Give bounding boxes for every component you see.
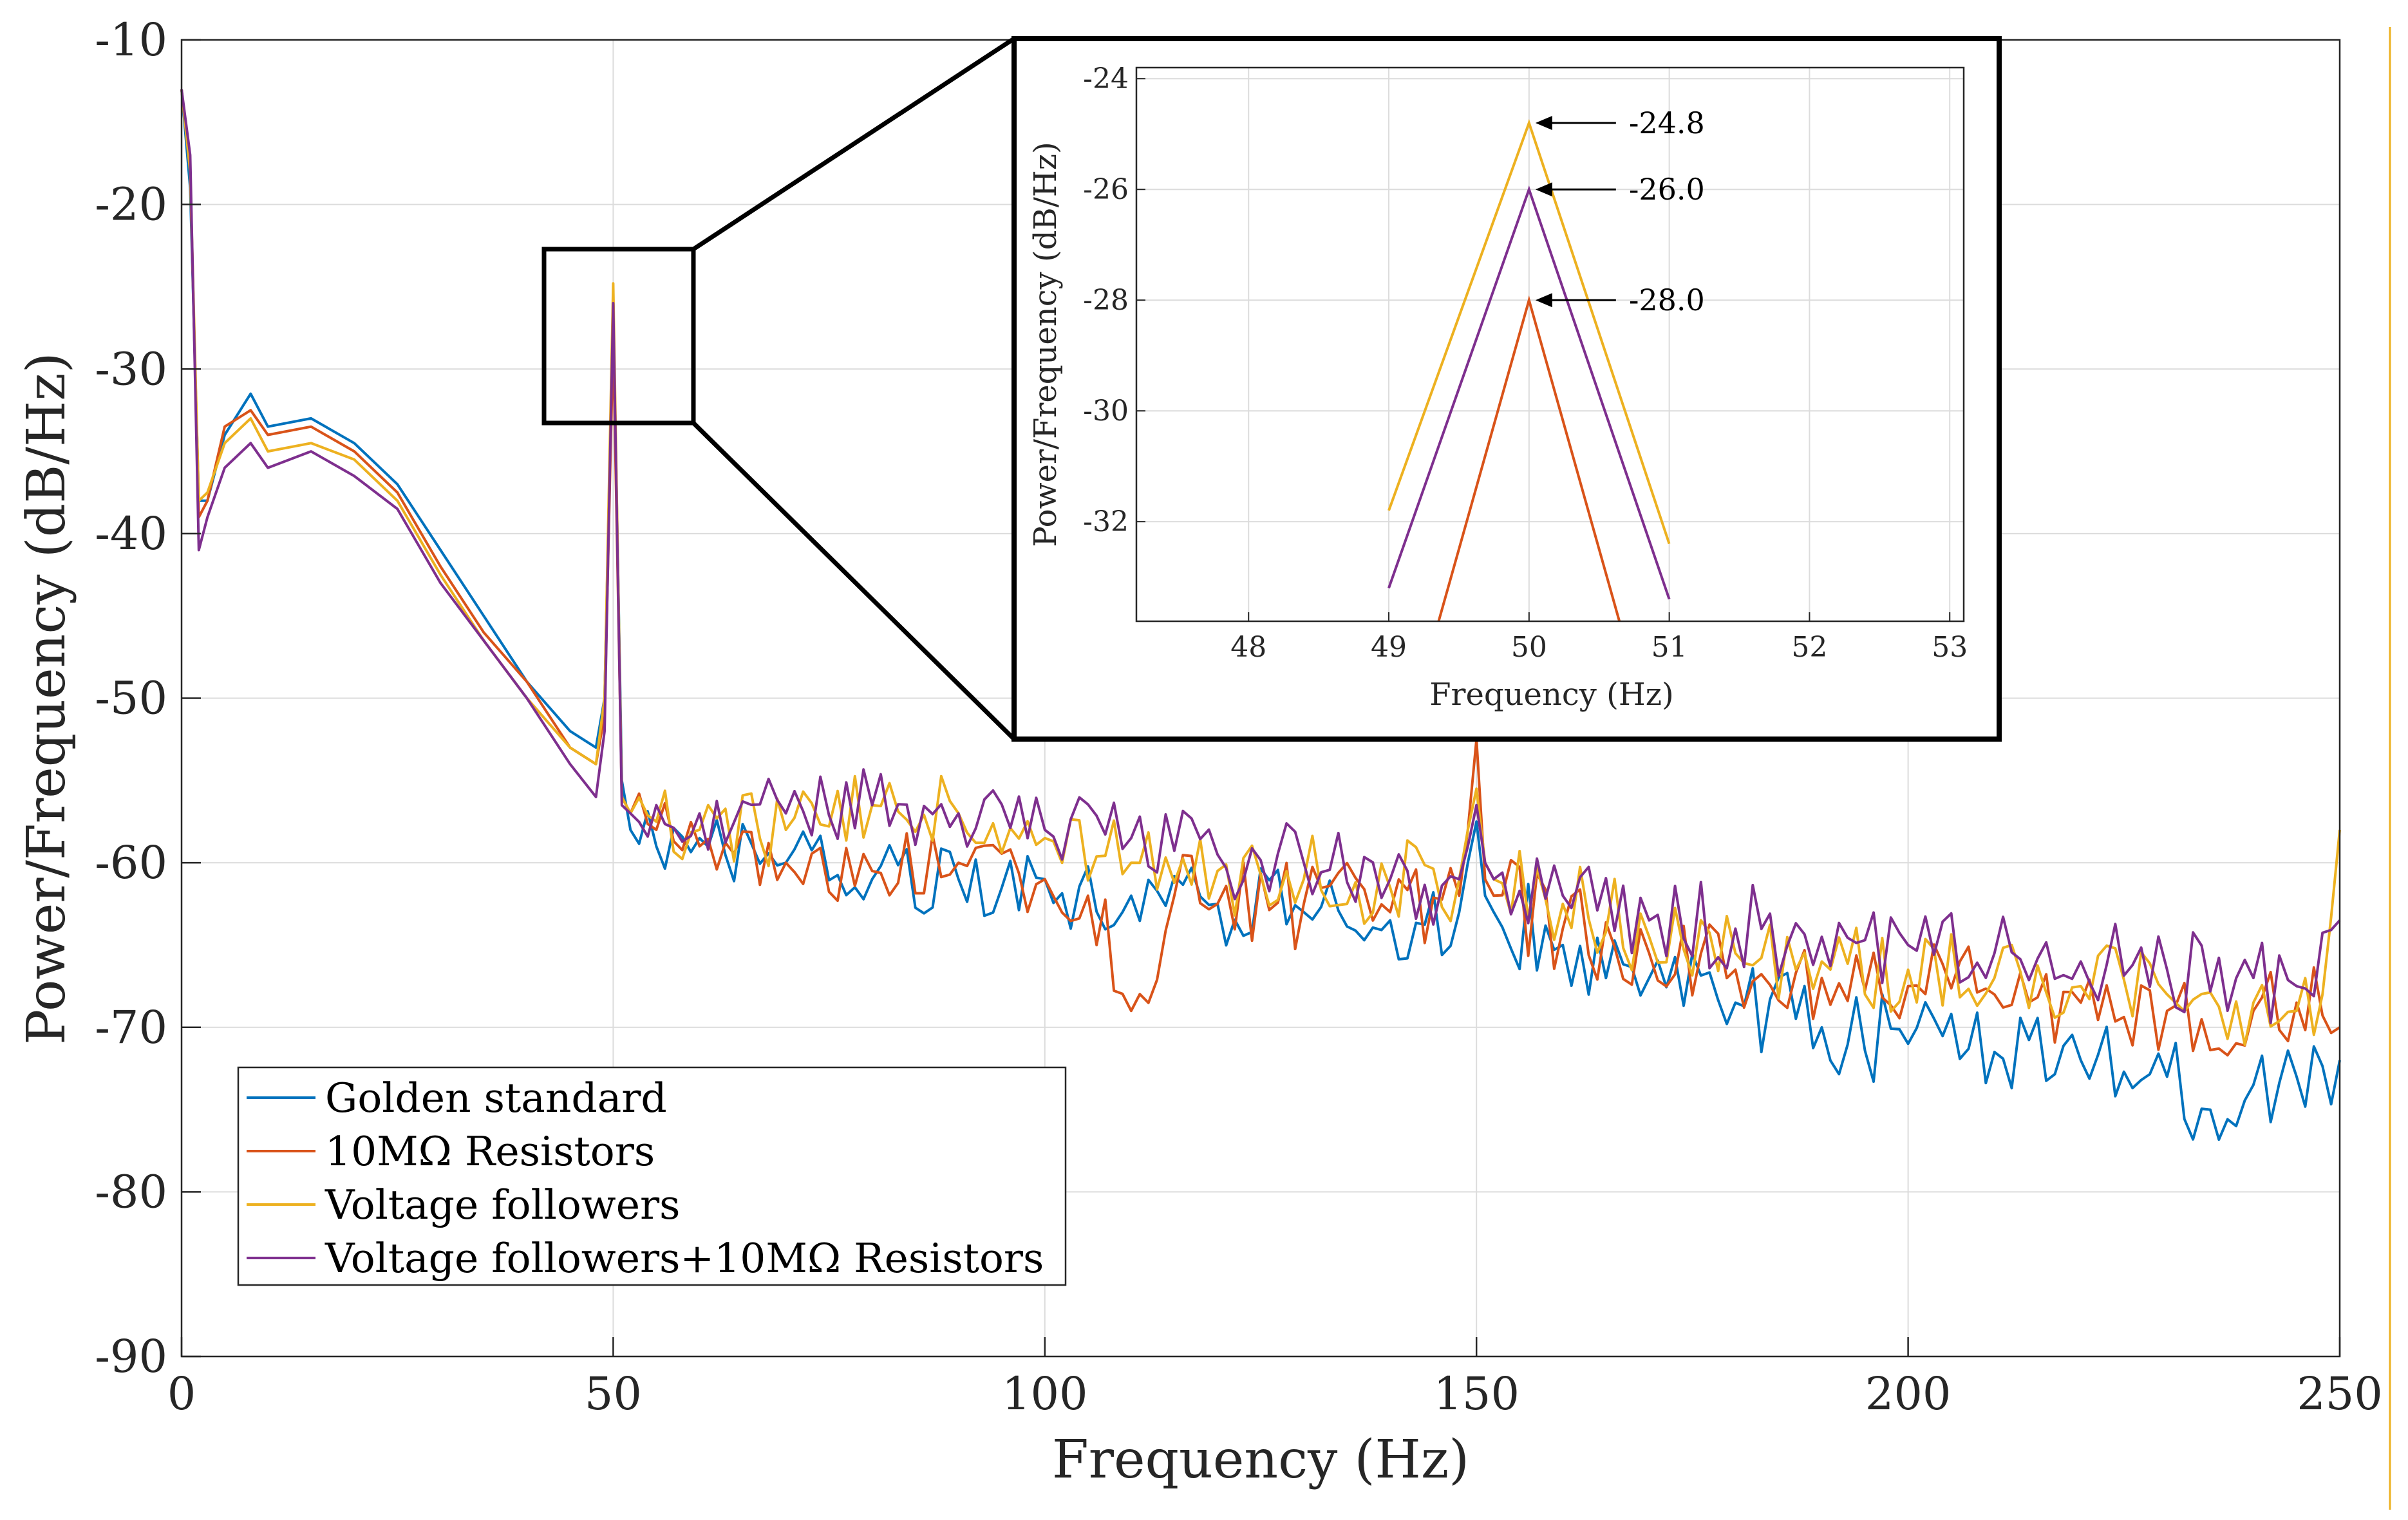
legend-label: Voltage followers+10MΩ Resistors [325,1235,1044,1282]
main-x-axis-label: Frequency (Hz) [1052,1429,1469,1490]
inset-y-tick-label: -30 [1083,395,1129,427]
inset-series-line [1437,295,1621,621]
main-y-tick-label: -10 [95,14,167,66]
inset-annotations: -24.8 -26.0 -28.0 [1535,106,1705,317]
main-y-tick-label: -20 [95,178,167,231]
zoom-connector-bottom [691,421,1016,741]
main-y-tick-label: -40 [95,507,167,560]
main-y-tick-label: -50 [95,672,167,725]
main-x-tick-label: 50 [585,1367,642,1420]
annotation-arrowhead [1535,116,1552,130]
main-y-tick-label: -90 [95,1330,167,1383]
legend-label: 10MΩ Resistors [325,1128,655,1175]
inset-x-tick-label: 52 [1791,631,1827,664]
peak-annotation-label: -26.0 [1629,172,1705,207]
main-y-tick-label: -80 [95,1165,167,1218]
inset-series-line [1387,185,1671,600]
inset-x-tick-label: 50 [1511,631,1547,664]
inset-y-tick-label: -28 [1083,284,1129,317]
main-series-line [180,89,2341,1024]
zoom-indicator [541,37,1016,741]
legend-box [237,1066,1067,1286]
main-x-tick-label: 200 [1865,1367,1952,1420]
legend-items: Golden standard 10MΩ Resistors Voltage fol… [247,1074,1044,1282]
inset-y-axis-label: Power/Frequency (dB/Hz) [1028,142,1064,547]
inset-x-tick-label: 53 [1932,631,1968,664]
peak-annotation-label: -24.8 [1629,106,1705,140]
main-y-tick-label: -30 [95,342,167,395]
inset-x-tick-label: 51 [1651,631,1688,664]
main-ticks: 0 50 100 150 200 250 -10 -20 -30 -40 -50 -60 -70 -80 -… [95,14,2383,1420]
main-series-line [180,89,2341,1046]
zoom-region-box [541,247,696,426]
main-y-tick-label: -70 [95,1001,167,1054]
main-x-tick-label: 0 [167,1367,196,1420]
inset-axes-box [1135,66,1965,623]
peak-annotation-label: -28.0 [1629,283,1705,317]
main-x-tick-label: 100 [1002,1367,1088,1420]
inset-x-axis-label: Frequency (Hz) [1429,677,1673,713]
main-x-tick-label: 150 [1433,1367,1519,1420]
inset-y-tick-label: -26 [1083,173,1129,206]
inset-x-tick-label: 48 [1230,631,1266,664]
inset-panel: 48 49 50 51 52 53 -24 -26 -28 -30 -32 Frequency (H… [1011,36,2002,742]
annotation-arrowhead [1535,182,1552,197]
annotation-arrowhead [1535,293,1552,308]
main-y-tick-label: -60 [95,836,167,889]
legend: Golden standard 10MΩ Resistors Voltage fol… [237,1066,1067,1286]
main-y-axis-label: Power/Frequency (dB/Hz) [16,352,77,1044]
inset-x-tick-label: 49 [1371,631,1407,664]
zoom-connector-top [692,37,1015,251]
inset-ticks: 48 49 50 51 52 53 -24 -26 -28 -30 -32 [1083,62,1968,664]
legend-label: Golden standard [325,1074,667,1121]
inset-plot-area [1136,68,1964,621]
main-x-tick-label: 250 [2297,1367,2383,1420]
inset-y-tick-label: -24 [1083,62,1129,95]
inset-y-tick-label: -32 [1083,505,1129,538]
legend-label: Voltage followers [325,1181,680,1228]
inset-series-group [1387,118,1671,621]
main-series-group [180,89,2341,1141]
inset-series-line [1387,118,1671,545]
